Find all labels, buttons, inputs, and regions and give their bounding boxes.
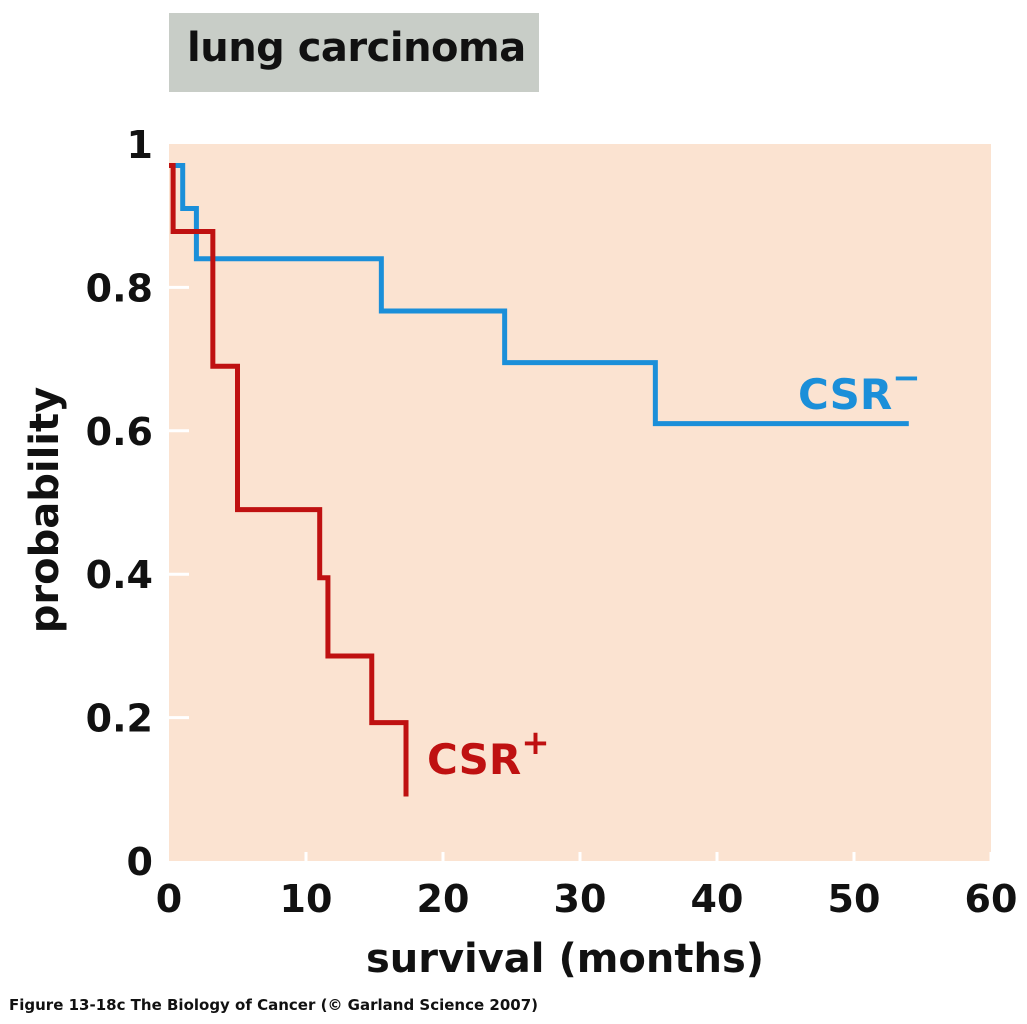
x-tick-label: 40 xyxy=(691,877,744,921)
y-tick-label: 0.8 xyxy=(86,266,153,310)
series-label-csr-plus: CSR+ xyxy=(427,723,550,784)
chart-title-box: lung carcinoma xyxy=(169,13,539,92)
y-axis-label: probability xyxy=(22,387,68,633)
x-tick-label: 20 xyxy=(417,877,470,921)
y-tick-label: 1 xyxy=(127,123,153,167)
y-tick-label: 0.2 xyxy=(86,697,153,741)
y-tick-label: 0.6 xyxy=(86,410,153,454)
y-tick-label: 0 xyxy=(127,840,153,884)
series-line-csr-plus xyxy=(169,163,409,797)
x-axis-label: survival (months) xyxy=(366,936,764,982)
chart-title: lung carcinoma xyxy=(187,25,526,71)
x-tick-label: 60 xyxy=(965,877,1018,921)
x-tick-label: 0 xyxy=(156,877,182,921)
series-line-csr-minus xyxy=(169,163,909,427)
y-tick-label: 0.4 xyxy=(86,553,153,597)
plot-background xyxy=(169,144,991,861)
x-tick-label: 10 xyxy=(280,877,333,921)
x-tick-label: 30 xyxy=(554,877,607,921)
x-tick-label: 50 xyxy=(828,877,881,921)
figure-caption: Figure 13-18c The Biology of Cancer (© G… xyxy=(9,996,538,1014)
series-label-csr-minus: CSR− xyxy=(798,358,921,419)
